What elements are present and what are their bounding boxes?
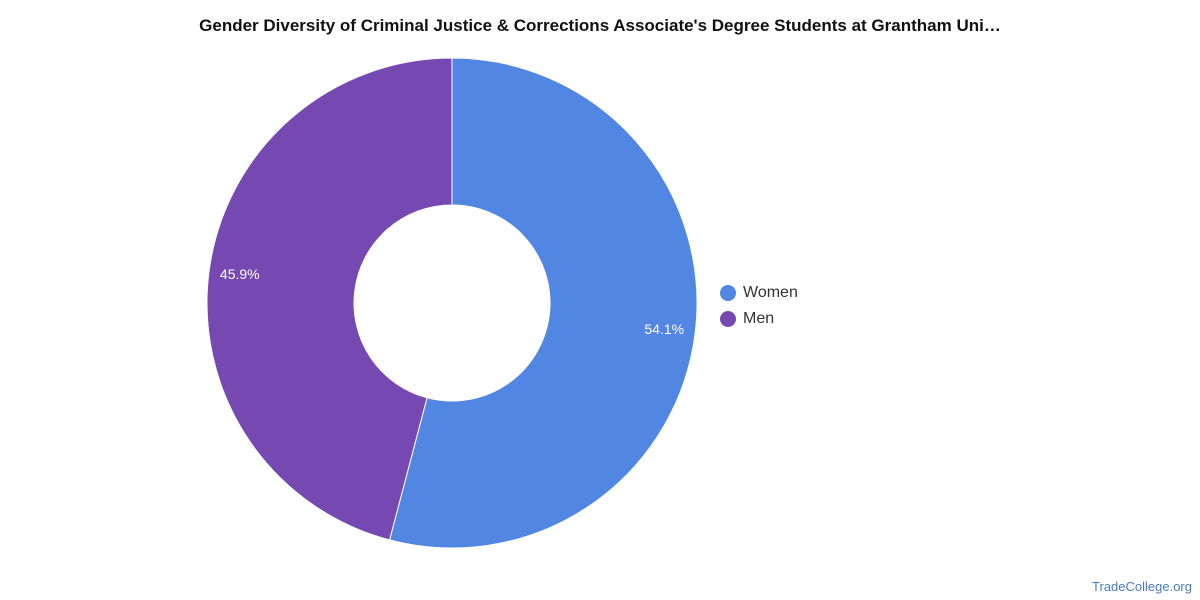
legend-item-women[interactable]: Women <box>720 280 798 306</box>
slice-label-women: 54.1% <box>644 321 684 337</box>
legend-swatch-women <box>720 285 736 301</box>
slice-women[interactable] <box>388 57 698 549</box>
slice-label-men: 45.9% <box>220 266 260 282</box>
legend-label-women: Women <box>743 284 798 301</box>
legend: Women Men <box>720 280 798 332</box>
legend-swatch-men <box>720 311 736 327</box>
slice-men[interactable] <box>206 57 453 541</box>
chart-title: Gender Diversity of Criminal Justice & C… <box>199 16 1001 35</box>
source-link[interactable]: TradeCollege.org <box>1092 579 1192 594</box>
legend-label-men: Men <box>743 310 775 327</box>
legend-item-men[interactable]: Men <box>720 306 798 332</box>
